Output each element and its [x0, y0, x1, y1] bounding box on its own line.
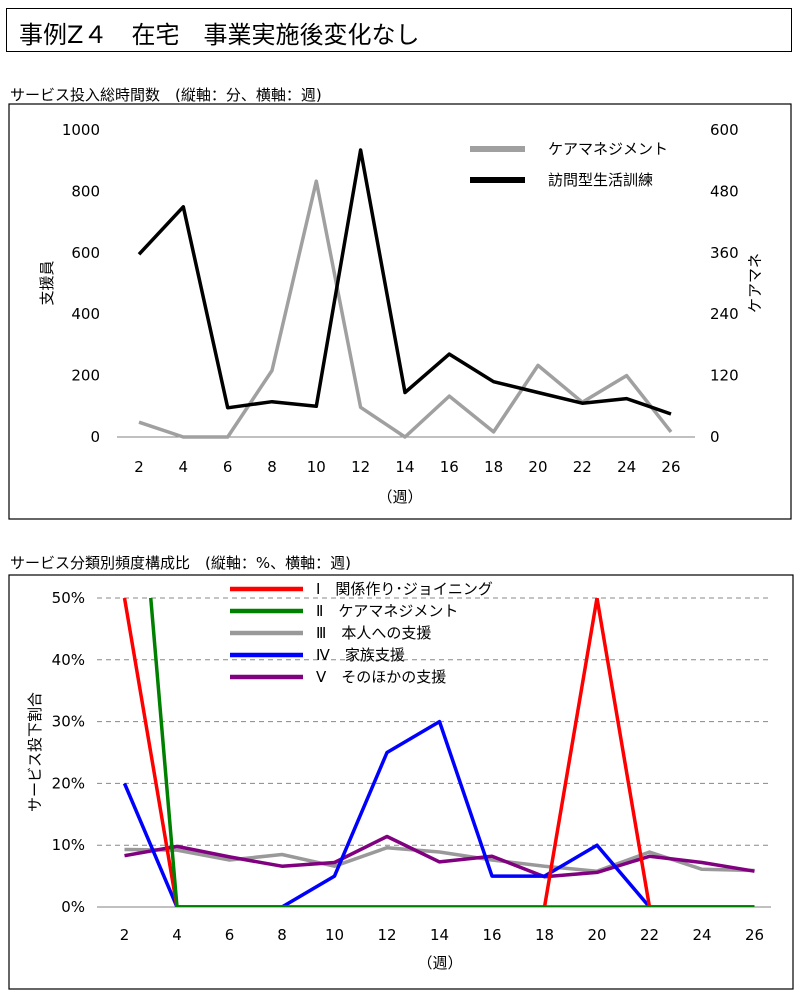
chart1-x-axis-label: （週）	[377, 488, 422, 506]
chart2-y-axis-label: サービス投下割合	[26, 692, 44, 812]
chart2-x-tick-label: 22	[640, 926, 659, 944]
chart2-series-line-3	[124, 845, 755, 873]
chart2-y-tick-label: 20%	[52, 774, 85, 792]
chart2-x-tick-label: 20	[587, 926, 606, 944]
chart2-y-tick-label: 50%	[52, 589, 85, 607]
chart2-series-line-5	[124, 834, 755, 879]
chart1-x-tick-label: 20	[528, 458, 547, 476]
chart1-x-tick-label: 6	[223, 458, 233, 476]
chart1-legend-label: ケアマネジメント	[548, 140, 668, 158]
chart1-x-tick-label: 24	[617, 458, 636, 476]
chart1-y-tick-label: 0	[90, 428, 100, 446]
chart2-y-tick-label: 10%	[52, 836, 85, 854]
chart1-y2-tick-label: 240	[710, 305, 739, 323]
chart1-x-tick-label: 22	[573, 458, 592, 476]
chart1-y-tick-label: 600	[71, 244, 100, 262]
chart1-x-tick-label: 10	[307, 458, 326, 476]
chart2-x-tick-label: 16	[482, 926, 501, 944]
page-title: 事例Z４ 在宅 事業実施後変化なし	[19, 21, 420, 49]
chart2-y-tick-label: 40%	[52, 651, 85, 669]
chart1-y2-tick-label: 120	[710, 367, 739, 385]
chart1-x-tick-label: 12	[351, 458, 370, 476]
chart2-plot-area	[122, 598, 755, 907]
chart2-y-tick-label: 30%	[52, 713, 85, 731]
chart1-x-tick-label: 2	[134, 458, 144, 476]
chart2-legend-label: Ⅴ そのほかの支援	[316, 668, 446, 686]
chart2-legend-label: Ⅱ ケアマネジメント	[316, 602, 458, 620]
chart2-legend-label: Ⅰ 関係作り･ジョイニング	[316, 580, 493, 598]
chart1-y-axis-label: 支援員	[38, 260, 56, 305]
chart1-y2-axis-label: ケアマネ	[746, 253, 764, 313]
chart1-x-tick-label: 18	[484, 458, 503, 476]
chart1-legend-label: 訪問型生活訓練	[548, 171, 653, 189]
chart1-y-tick-label: 800	[71, 182, 100, 200]
chart1-x-tick-label: 16	[440, 458, 459, 476]
chart2-x-tick-label: 18	[535, 926, 554, 944]
chart2-title: サービス分類別頻度構成比 (縦軸：%、横軸：週)	[10, 554, 351, 572]
chart1-y-tick-label: 1000	[62, 121, 100, 139]
chart1-x-tick-label: 8	[267, 458, 277, 476]
chart2-legend-label: Ⅲ 本人への支援	[316, 624, 431, 642]
chart1-y-tick-label: 200	[71, 367, 100, 385]
chart1-y2-tick-label: 600	[710, 121, 739, 139]
chart2-x-axis-label: （週）	[417, 954, 462, 972]
chart2-x-tick-label: 24	[692, 926, 711, 944]
chart2-legend-label: Ⅳ 家族支援	[316, 646, 405, 664]
chart1-y2-tick-label: 0	[710, 428, 720, 446]
chart2-x-tick-label: 14	[430, 926, 449, 944]
chart1-x-tick-label: 26	[661, 458, 680, 476]
chart1-title: サービス投入総時間数 (縦軸：分、横軸：週)	[10, 86, 322, 104]
chart2-x-tick-label: 26	[745, 926, 764, 944]
chart2-frame	[8, 574, 794, 990]
chart2-x-tick-label: 10	[325, 926, 344, 944]
chart2-series-line-4	[122, 719, 755, 907]
chart1-series-line-2	[137, 148, 672, 416]
chart1-frame	[8, 103, 792, 520]
chart2-x-tick-label: 12	[377, 926, 396, 944]
chart1-x-tick-label: 4	[179, 458, 189, 476]
chart2-x-tick-label: 6	[225, 926, 235, 944]
header-box: 事例Z４ 在宅 事業実施後変化なし	[6, 8, 792, 52]
chart1-y2-tick-label: 480	[710, 182, 739, 200]
chart2-x-tick-label: 2	[120, 926, 130, 944]
chart2-x-tick-label: 4	[172, 926, 182, 944]
chart1-y2-tick-label: 360	[710, 244, 739, 262]
chart1-x-tick-label: 14	[395, 458, 414, 476]
chart1-y-tick-label: 400	[71, 305, 100, 323]
chart2-y-tick-label: 0%	[61, 898, 85, 916]
chart2-x-tick-label: 8	[277, 926, 287, 944]
